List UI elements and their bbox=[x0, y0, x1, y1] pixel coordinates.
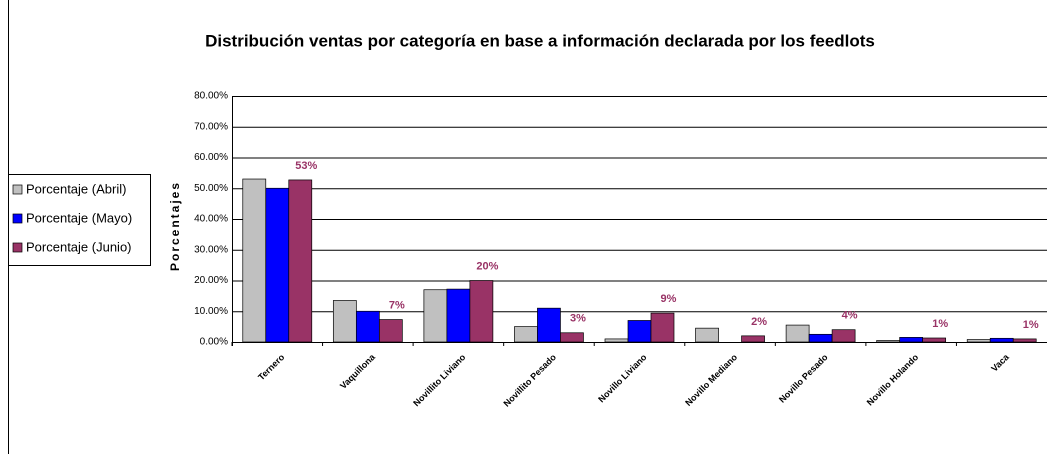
bar bbox=[922, 337, 947, 343]
value-label: 20% bbox=[476, 260, 498, 272]
bar bbox=[966, 339, 991, 343]
y-tick-label: 40.00% bbox=[194, 214, 228, 225]
value-label: 2% bbox=[751, 316, 767, 328]
y-axis-title: Porcentajes bbox=[168, 181, 182, 271]
x-tick-label: Novillo Liviano bbox=[596, 352, 649, 405]
bar bbox=[423, 289, 448, 343]
x-tick-label: Novillito Pesado bbox=[501, 352, 558, 409]
x-tick-label: Vaca bbox=[989, 351, 1011, 373]
value-label: 3% bbox=[570, 313, 586, 325]
value-label: 53% bbox=[295, 160, 317, 172]
legend-label: Porcentaje (Mayo) bbox=[26, 210, 132, 225]
bar bbox=[469, 280, 494, 343]
value-label: 4% bbox=[842, 310, 858, 322]
bar bbox=[604, 338, 629, 343]
legend-box bbox=[8, 174, 151, 266]
value-label: 9% bbox=[661, 293, 677, 305]
y-tick-label: 60.00% bbox=[194, 152, 228, 163]
bar bbox=[741, 335, 765, 343]
legend-label: Porcentaje (Junio) bbox=[26, 239, 132, 254]
y-tick-label: 70.00% bbox=[194, 121, 228, 132]
bar bbox=[650, 312, 675, 343]
y-tick-label: 10.00% bbox=[194, 306, 228, 317]
legend-swatch bbox=[12, 213, 23, 224]
y-tick-label: 0.00% bbox=[200, 337, 228, 348]
value-label: 1% bbox=[932, 318, 948, 330]
bar bbox=[808, 333, 833, 343]
bar bbox=[989, 337, 1014, 343]
bar bbox=[242, 178, 267, 343]
y-tick-label: 50.00% bbox=[194, 183, 228, 194]
bar bbox=[899, 337, 924, 343]
bar bbox=[560, 332, 584, 343]
bar bbox=[378, 319, 403, 343]
y-tick-label: 30.00% bbox=[194, 244, 228, 255]
bar bbox=[1012, 338, 1037, 343]
bar bbox=[446, 288, 471, 343]
x-tick-label: Ternero bbox=[256, 352, 287, 383]
legend-swatch bbox=[12, 242, 23, 253]
x-tick-label: Novillito Liviano bbox=[411, 352, 468, 409]
x-tick-label: Novillo Mediano bbox=[683, 352, 739, 408]
x-tick-label: Novillo Pesado bbox=[777, 352, 830, 405]
bar bbox=[514, 326, 538, 343]
bar bbox=[288, 179, 313, 343]
bar bbox=[831, 329, 856, 343]
x-tick-label: Novillo Holando bbox=[865, 352, 921, 408]
bar bbox=[695, 327, 719, 343]
bar bbox=[876, 340, 901, 343]
value-label: 7% bbox=[389, 299, 405, 311]
bar bbox=[265, 187, 290, 343]
bar bbox=[537, 307, 561, 343]
x-tick-label: Vaquillona bbox=[338, 351, 378, 391]
bar bbox=[355, 310, 380, 343]
chart-title: Distribución ventas por categoría en bas… bbox=[205, 31, 875, 50]
y-tick-label: 80.00% bbox=[194, 91, 228, 102]
legend-label: Porcentaje (Abril) bbox=[26, 181, 126, 196]
value-label: 1% bbox=[1023, 319, 1039, 331]
y-tick-label: 20.00% bbox=[194, 275, 228, 286]
bar bbox=[332, 300, 357, 343]
legend-swatch bbox=[12, 184, 23, 195]
bar bbox=[785, 324, 810, 343]
bar bbox=[627, 320, 652, 343]
